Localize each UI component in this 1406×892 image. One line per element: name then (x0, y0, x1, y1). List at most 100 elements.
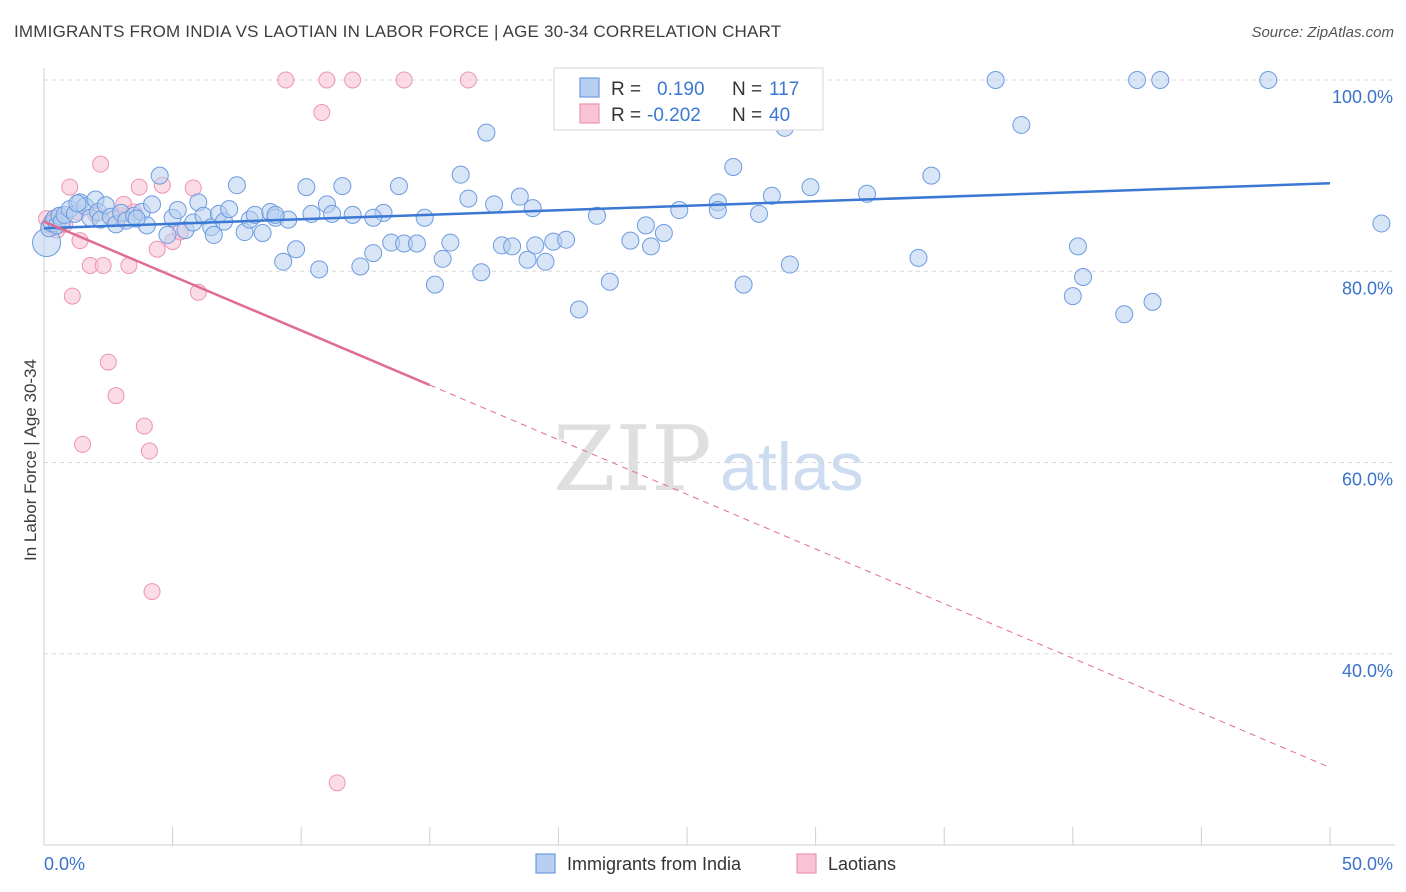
india-point (351, 257, 370, 276)
y-tick-label: 40.0% (1342, 661, 1393, 681)
india-point (150, 166, 169, 185)
stats-r-value-2: -0.202 (647, 105, 701, 126)
india-point (274, 252, 293, 271)
india-point (441, 233, 460, 252)
india-point (451, 165, 470, 184)
india-point (227, 176, 246, 195)
india-point (909, 248, 928, 267)
india-point (310, 260, 329, 279)
india-point (503, 237, 522, 256)
legend-laotians-label: Laotians (828, 854, 896, 874)
chart-title: IMMIGRANTS FROM INDIA VS LAOTIAN IN LABO… (14, 22, 782, 41)
india-point (510, 187, 529, 206)
india-point (364, 244, 383, 263)
india-trendline (43, 182, 1331, 230)
india-point (297, 178, 316, 197)
india-point (68, 194, 87, 213)
laotian-point (277, 71, 295, 89)
india-point (1068, 237, 1087, 256)
x-tick-label: 0.0% (44, 854, 85, 874)
india-point (323, 204, 342, 223)
india-point (1115, 305, 1134, 324)
y-tick-label: 60.0% (1342, 470, 1393, 490)
india-point (459, 189, 478, 208)
watermark-zip: ZIP (553, 407, 712, 512)
bottom-legend: Immigrants from India Laotians (535, 853, 896, 874)
india-point (1074, 267, 1093, 286)
india-point (526, 236, 545, 255)
india-point (1372, 214, 1391, 233)
chart-source: Source: ZipAtlas.com (1251, 24, 1394, 41)
india-point (724, 158, 743, 177)
india-point (1128, 71, 1147, 89)
india-points (32, 71, 1391, 324)
india-point (425, 275, 444, 294)
india-point (433, 249, 452, 268)
stats-r-label-1: R = (611, 79, 641, 100)
stats-blue-swatch (579, 77, 600, 98)
india-point (220, 200, 239, 219)
laotian-point (130, 178, 148, 196)
y-tick-label: 80.0% (1342, 278, 1393, 298)
laotian-point (318, 71, 336, 89)
laotian-point (459, 71, 477, 89)
laotian-point (313, 104, 331, 122)
laotian-trendline-dashed (429, 384, 1331, 769)
india-point (986, 71, 1005, 89)
india-point (762, 186, 781, 205)
laotian-point (94, 257, 112, 275)
india-point (158, 225, 177, 244)
trend-lines (43, 182, 1331, 769)
stats-n-value-2: 40 (769, 105, 790, 126)
india-point (922, 166, 941, 185)
india-point (670, 201, 689, 220)
india-point (569, 300, 588, 319)
laotian-point (143, 583, 161, 601)
axes (43, 68, 1395, 846)
tick-labels: 40.0% 60.0% 80.0% 100.0% 0.0% 50.0% (44, 87, 1393, 874)
india-point (143, 195, 162, 214)
india-point (801, 178, 820, 197)
stats-n-label-1: N = (732, 79, 762, 100)
y-axis-label: In Labor Force | Age 30-34 (21, 359, 40, 561)
laotian-point (99, 353, 117, 371)
grid-lines (44, 79, 1395, 655)
laotian-point (61, 178, 79, 196)
india-point (1259, 71, 1278, 89)
india-point (415, 208, 434, 227)
india-point (557, 230, 576, 249)
india-point (518, 250, 537, 269)
laotian-point (135, 417, 153, 435)
india-point (523, 199, 542, 218)
india-point (1012, 115, 1031, 134)
legend-laotians-swatch (796, 853, 817, 874)
laotian-point (74, 435, 92, 453)
laotian-points (38, 71, 477, 792)
india-point (477, 123, 496, 142)
stats-pink-swatch (579, 103, 600, 124)
india-point (204, 225, 223, 244)
y-tick-label: 100.0% (1332, 87, 1393, 107)
stats-n-value-1: 117 (769, 79, 799, 100)
laotian-point (344, 71, 362, 89)
india-point (168, 201, 187, 220)
india-point (621, 231, 640, 250)
laotian-point (395, 71, 413, 89)
stats-n-label-2: N = (732, 105, 762, 126)
india-point (1063, 287, 1082, 306)
india-point (536, 252, 555, 271)
laotian-point (148, 240, 166, 258)
laotian-point (140, 442, 158, 460)
india-point (654, 224, 673, 242)
watermark-atlas: atlas (720, 429, 864, 505)
laotian-point (107, 387, 125, 405)
india-point (253, 224, 272, 242)
india-point (600, 272, 619, 291)
laotian-point (63, 287, 81, 305)
stats-r-label-2: R = (611, 105, 641, 126)
stats-box: R = 0.190 N = 117 R = -0.202 N = 40 (553, 67, 824, 131)
stats-r-value-1: 0.190 (657, 79, 705, 100)
legend-india-label: Immigrants from India (567, 854, 742, 874)
india-point (127, 209, 146, 228)
